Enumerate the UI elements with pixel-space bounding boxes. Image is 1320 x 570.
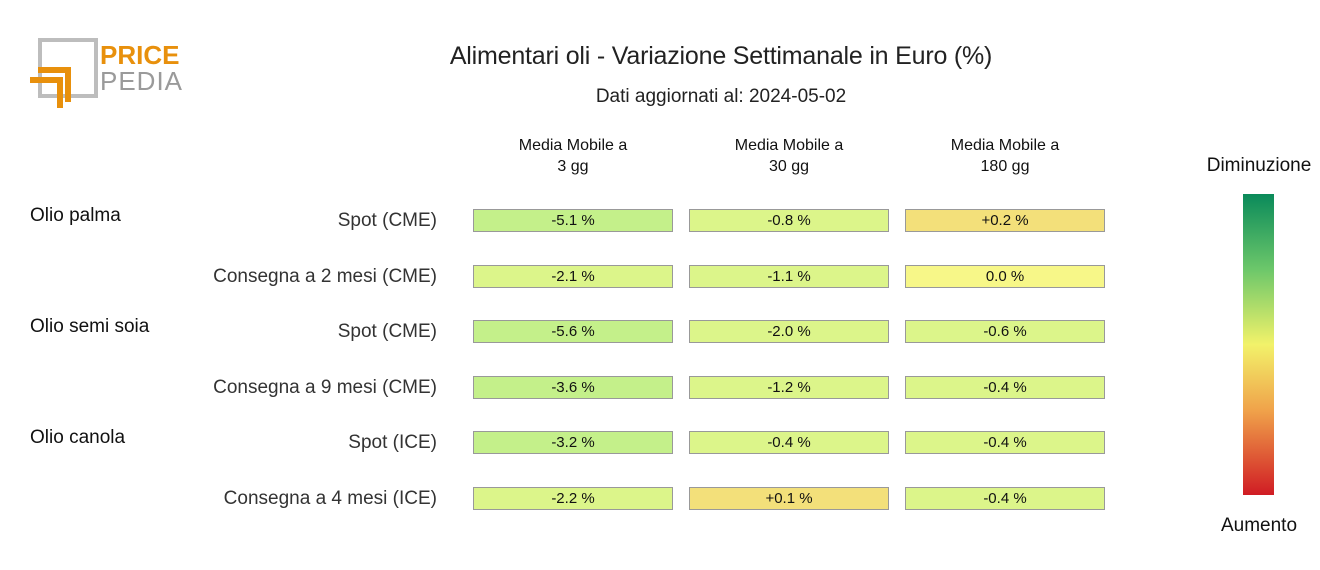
heatmap-cell: -0.4 % [689, 431, 889, 454]
heatmap-cell: -1.2 % [689, 375, 889, 399]
logo-mark-icon [30, 38, 98, 108]
heatmap-cell: -0.4 % [905, 486, 1105, 510]
heatmap-cell: -0.4 % [905, 375, 1105, 399]
logo-text-price: PRICE [100, 40, 179, 70]
heatmap-cell: 0.0 % [905, 264, 1105, 288]
legend-bottom-label: Aumento [1220, 515, 1298, 536]
heatmap-cell: -3.2 % [473, 431, 673, 454]
row-label: Consegna a 4 mesi (ICE) [223, 487, 437, 509]
heatmap-cell: -0.8 % [689, 209, 889, 232]
legend-top-label: Diminuzione [1206, 155, 1312, 176]
row-label: Spot (CME) [337, 321, 437, 342]
heatmap-cell: -0.4 % [905, 431, 1105, 454]
chart-subtitle: Dati aggiornati al: 2024-05-02 [595, 86, 847, 107]
row-label: Consegna a 2 mesi (CME) [213, 265, 437, 287]
heatmap-cell: -2.1 % [473, 264, 673, 288]
chart-title: Alimentari oli - Variazione Settimanale … [449, 42, 993, 70]
heatmap-cell: -3.6 % [473, 375, 673, 399]
heatmap-cell: -5.6 % [473, 320, 673, 343]
heatmap-cell: -2.2 % [473, 486, 673, 510]
row-label: Spot (CME) [337, 210, 437, 231]
color-scale-bar [1243, 194, 1274, 495]
row-label: Spot (ICE) [348, 432, 437, 453]
heatmap-cell: -5.1 % [473, 209, 673, 232]
heatmap-cell: +0.1 % [689, 486, 889, 510]
logo-text-pedia: PEDIA [100, 66, 183, 96]
column-header: Media Mobile a 30 gg [734, 137, 844, 175]
row-label: Consegna a 9 mesi (CME) [213, 376, 437, 398]
heatmap-cell: -1.1 % [689, 264, 889, 288]
pricepedia-logo: PRICE PEDIA [30, 38, 183, 108]
heatmap-cell: -0.6 % [905, 320, 1105, 343]
heatmap-cell: -2.0 % [689, 320, 889, 343]
group-label: Olio semi soia [30, 316, 150, 337]
column-header: Media Mobile a 3 gg [518, 137, 628, 175]
heatmap-cell: +0.2 % [905, 209, 1105, 232]
column-header: Media Mobile a 180 gg [950, 137, 1060, 175]
group-label: Olio canola [30, 427, 126, 448]
group-label: Olio palma [30, 205, 121, 226]
